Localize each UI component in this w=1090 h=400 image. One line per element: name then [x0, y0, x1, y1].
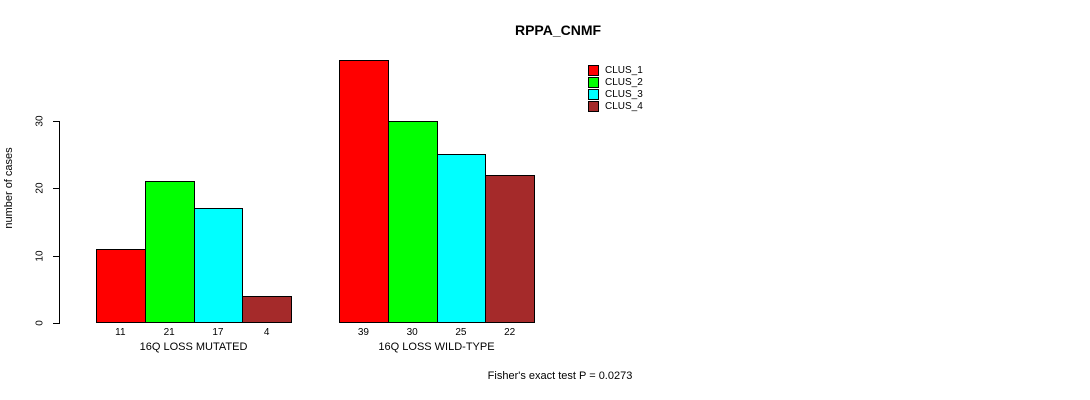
y-tick-label: 10: [34, 249, 46, 262]
y-tick-label: 0: [34, 320, 46, 326]
bar: [193, 208, 244, 323]
bar-value-label: 4: [263, 327, 270, 338]
legend-row: CLUS_4: [588, 101, 643, 113]
legend-label: CLUS_1: [605, 64, 643, 76]
legend-swatch: [588, 101, 599, 113]
y-tick: [53, 188, 59, 189]
bar-value-label: 17: [212, 327, 224, 338]
category-label: 16Q LOSS WILD-TYPE: [378, 341, 495, 353]
y-tick-label: 30: [34, 114, 46, 127]
bar-value-label: 25: [455, 327, 467, 338]
legend-swatch: [588, 64, 599, 76]
bar: [242, 296, 292, 323]
bar-value-label: 21: [163, 327, 175, 338]
legend-row: CLUS_3: [588, 88, 643, 100]
legend-label: CLUS_3: [605, 88, 643, 100]
bar: [339, 59, 389, 323]
category-label: 16Q LOSS MUTATED: [139, 341, 248, 353]
legend-swatch: [588, 88, 599, 100]
bar-value-label: 11: [115, 327, 126, 338]
y-axis-line: [59, 120, 60, 324]
fisher-test-annotation: Fisher's exact test P = 0.0273: [487, 370, 633, 382]
bar: [485, 174, 535, 323]
bar-value-label: 39: [357, 327, 369, 338]
legend-label: CLUS_4: [605, 101, 643, 113]
y-tick: [53, 323, 59, 324]
bar: [387, 120, 438, 323]
chart-title: RPPA_CNMF: [514, 22, 602, 38]
y-axis-label: number of cases: [3, 147, 15, 229]
bar-value-label: 22: [504, 327, 516, 338]
bar: [144, 181, 195, 323]
bar: [436, 154, 487, 323]
legend-label: CLUS_2: [605, 76, 643, 88]
y-tick-label: 20: [34, 182, 46, 194]
bar: [96, 248, 146, 323]
legend-swatch: [588, 76, 599, 88]
bar-value-label: 30: [406, 327, 418, 338]
y-tick: [53, 255, 59, 257]
legend: CLUS_1 CLUS_2 CLUS_3 CLUS_4: [588, 64, 643, 113]
legend-row: CLUS_1: [588, 64, 643, 76]
legend-row: CLUS_2: [588, 76, 643, 88]
y-tick: [53, 120, 59, 122]
